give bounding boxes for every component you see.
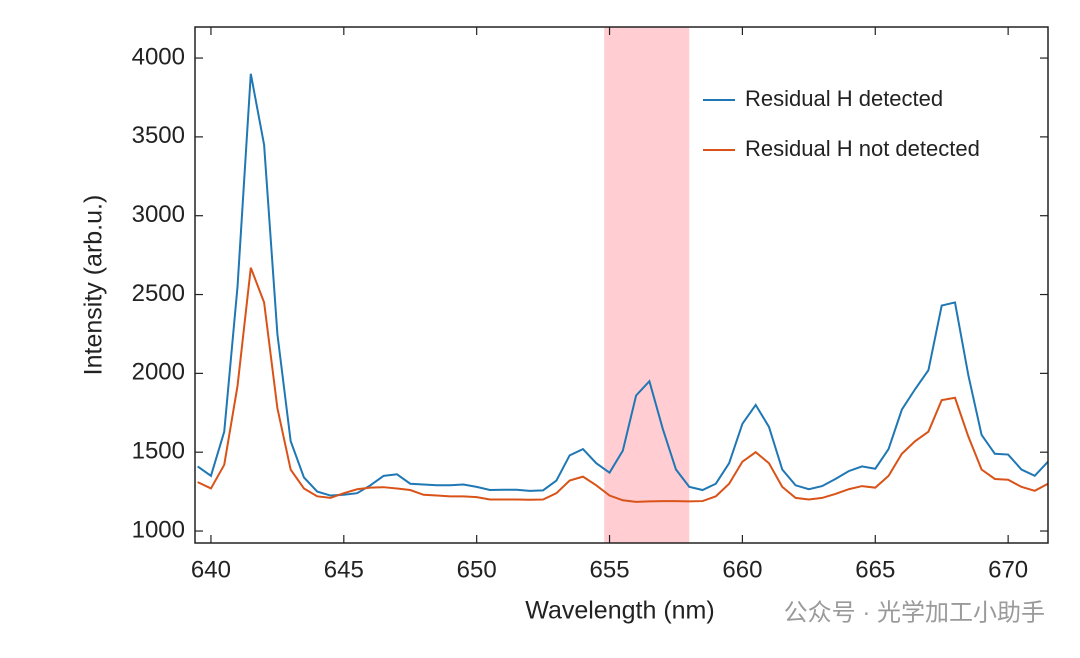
y-tick-label: 1000 xyxy=(132,516,185,543)
y-tick-label: 2000 xyxy=(132,359,185,386)
x-tick-label: 645 xyxy=(324,556,364,583)
y-tick-label: 1500 xyxy=(132,438,185,465)
y-tick-label: 2500 xyxy=(132,280,185,307)
legend: Residual H detected Residual H not detect… xyxy=(703,86,980,161)
legend-label: Residual H not detected xyxy=(745,136,980,161)
x-tick-label: 670 xyxy=(988,556,1028,583)
x-tick-label: 660 xyxy=(722,556,762,583)
y-axis-title: Intensity (arb.u.) xyxy=(80,195,108,376)
x-tick-label: 650 xyxy=(457,556,497,583)
highlight-band xyxy=(604,27,690,543)
x-axis-title: Wavelength (nm) xyxy=(525,597,714,625)
plot-frame xyxy=(194,26,1049,544)
x-tick-label: 655 xyxy=(590,556,630,583)
watermark: 公众号 · 光学加工小助手 xyxy=(784,599,1045,626)
y-tick-label: 3500 xyxy=(132,122,185,149)
x-tick-label: 665 xyxy=(855,556,895,583)
legend-label: Residual H detected xyxy=(745,86,943,111)
y-tick-label: 3000 xyxy=(132,201,185,228)
y-tick-label: 4000 xyxy=(132,43,185,70)
data-line xyxy=(197,267,1048,503)
x-tick-label: 640 xyxy=(191,556,231,583)
